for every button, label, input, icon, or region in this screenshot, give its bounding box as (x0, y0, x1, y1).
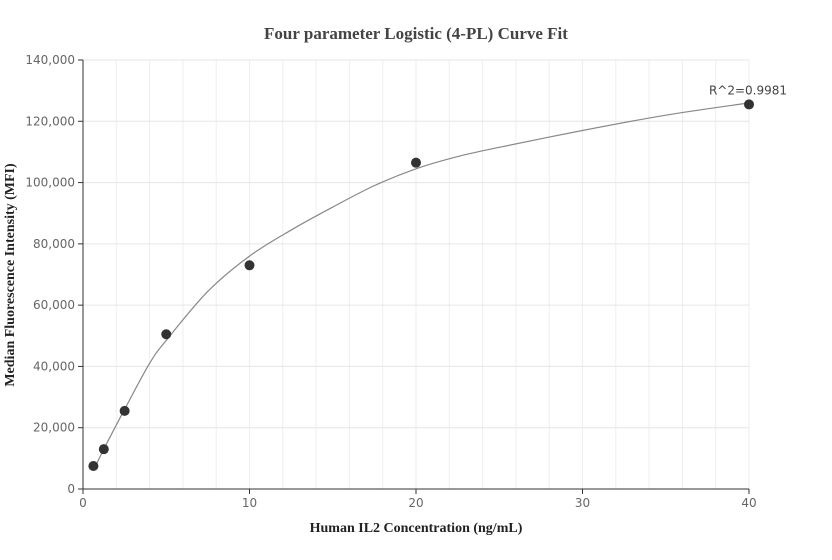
x-tick-label: 30 (575, 496, 590, 510)
annotations: R^2=0.9981 (709, 83, 787, 97)
x-tick-label: 10 (242, 496, 257, 510)
x-tick-label: 20 (408, 496, 423, 510)
y-tick-label: 100,000 (25, 176, 75, 190)
axes (78, 59, 750, 494)
data-points (88, 99, 754, 472)
data-point (244, 260, 255, 271)
fit-curve-line (92, 102, 750, 471)
y-gridlines (83, 59, 749, 429)
data-point (161, 329, 172, 340)
y-tick-label: 140,000 (25, 53, 75, 67)
x-tick-label: 0 (79, 496, 87, 510)
r-squared-label: R^2=0.9981 (709, 83, 787, 97)
y-tick-label: 20,000 (33, 421, 75, 435)
y-tick-label: 120,000 (25, 114, 75, 128)
y-tick-label: 60,000 (33, 298, 75, 312)
x-axis-title: Human IL2 Concentration (ng/mL) (310, 521, 523, 536)
data-point (411, 157, 421, 168)
chart-title: Four parameter Logistic (4-PL) Curve Fit (264, 24, 568, 43)
data-point (98, 444, 109, 455)
y-tick-label: 80,000 (33, 237, 75, 251)
y-axis-title: Median Fluorescence Intensity (MFI) (3, 163, 18, 387)
data-point (744, 99, 754, 110)
y-tick-labels: 0 20,000 40,000 60,000 80,000 100,000 120,000 1… (25, 53, 75, 496)
y-tick-label: 40,000 (33, 359, 75, 373)
x-minor-gridlines (115, 60, 750, 489)
data-point (88, 461, 99, 472)
data-point (119, 405, 130, 416)
x-tick-labels: 0 10 20 30 40 (79, 496, 756, 510)
x-tick-label: 40 (741, 496, 756, 510)
y-tick-label: 0 (67, 482, 75, 496)
